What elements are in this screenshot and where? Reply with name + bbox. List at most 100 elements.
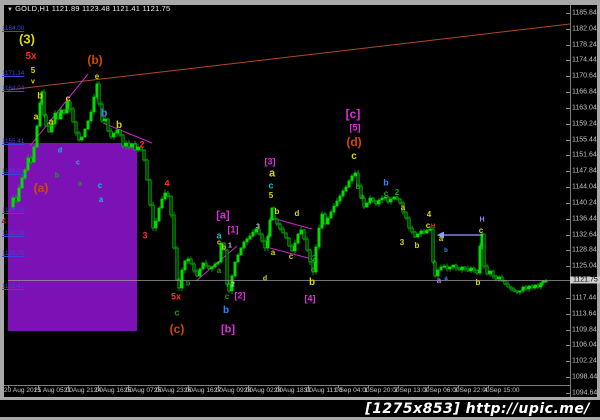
candle-body — [509, 286, 513, 290]
wave-label: c — [76, 159, 80, 167]
time-tick-mark — [188, 385, 189, 388]
candle-body — [407, 217, 411, 229]
wave-label: 2 — [139, 139, 145, 150]
candle-body — [198, 268, 202, 277]
wave-label: a — [438, 234, 444, 243]
candle-body — [350, 175, 354, 182]
time-tick-label: 1 Sep 04:00 — [334, 387, 370, 394]
wave-label: 5 — [30, 66, 36, 75]
wave-price-tag: 1140.02 — [2, 207, 25, 214]
wave-label: [a] — [216, 209, 230, 222]
wave-label: a — [98, 195, 104, 204]
wave-label: c — [478, 226, 484, 235]
candle-body — [38, 102, 42, 127]
candle-body — [494, 275, 498, 280]
candle-body — [42, 91, 46, 116]
candle-body — [457, 267, 461, 271]
price-tick-mark — [566, 92, 570, 93]
red-trendline[interactable] — [7, 23, 571, 91]
window-border-left — [0, 0, 4, 400]
candle-body — [260, 233, 264, 242]
candle-body — [287, 237, 291, 247]
time-tick-label: 28 Aug 02:00 — [244, 387, 283, 394]
chart-title-bar: ▼ GOLD,H1 1121.89 1123.48 1121.41 1121.75 — [7, 4, 170, 13]
candle-body — [515, 290, 519, 293]
candle-body — [163, 192, 167, 200]
candle-body — [383, 196, 387, 199]
wave-label: H — [430, 224, 436, 230]
candle-body — [488, 270, 492, 275]
candle-body — [451, 264, 455, 268]
time-tick-label: 26 Aug 16:00 — [184, 387, 223, 394]
price-tick-mark — [566, 124, 570, 125]
wave-label: a — [33, 111, 39, 122]
price-tick-mark — [566, 187, 570, 188]
candle-body — [257, 228, 261, 235]
candle-body — [186, 258, 190, 262]
candle-body — [317, 227, 321, 248]
candle-body — [503, 280, 507, 285]
price-tick-label: 1155.44 — [572, 136, 597, 144]
candle-body — [26, 157, 30, 171]
candle-body — [422, 230, 426, 234]
wave-label: 1 — [228, 242, 232, 250]
price-tick-mark — [566, 108, 570, 109]
candle-body — [454, 264, 458, 269]
wave-label: c — [288, 252, 294, 261]
wave-label: c — [65, 93, 71, 104]
candle-body — [216, 261, 220, 265]
candle-body — [272, 207, 276, 220]
time-tick-mark — [458, 385, 459, 388]
wave-price-tag: 1148.01 — [2, 168, 25, 175]
candle-body — [169, 195, 173, 216]
time-tick-mark — [338, 385, 339, 388]
candle-body — [433, 261, 437, 277]
time-tick-mark — [278, 385, 279, 388]
candle-body — [524, 286, 528, 290]
price-tick-label: 1136.44 — [572, 215, 597, 223]
candle-body — [368, 197, 372, 204]
candle-body — [97, 83, 101, 105]
wave-label: 5 — [268, 191, 274, 200]
candle-body — [266, 235, 270, 249]
candle-body — [395, 196, 399, 200]
candle-body — [460, 266, 464, 271]
candle-body — [299, 229, 303, 235]
wave-label: e — [310, 265, 316, 274]
candle-body — [133, 143, 137, 151]
candle-body — [311, 261, 315, 273]
wave-price-tag: 1118.41 — [2, 283, 24, 290]
wave-label: d — [294, 209, 300, 218]
price-axis-line — [570, 5, 571, 397]
wave-label: (3) — [19, 31, 35, 47]
candle-body — [210, 266, 214, 270]
price-tick-label: 1132.64 — [572, 231, 597, 239]
wave-label: c — [268, 180, 274, 191]
wave-label: 5x — [25, 51, 37, 62]
candle-body — [278, 223, 282, 230]
price-tick-mark — [566, 330, 570, 331]
magenta-trendline[interactable] — [271, 217, 313, 230]
price-tick-mark — [566, 203, 570, 204]
magenta-trendline[interactable] — [102, 122, 153, 144]
arrow-head-icon — [437, 231, 444, 239]
dropdown-arrow-icon[interactable]: ▼ — [7, 7, 14, 13]
time-tick-mark — [98, 385, 99, 388]
candle-body — [103, 118, 107, 122]
candle-body — [478, 245, 482, 274]
candle-body — [290, 245, 294, 252]
candle-body — [14, 197, 18, 202]
current-price-badge: 1121.75 — [570, 276, 600, 284]
magenta-trendline[interactable] — [29, 73, 89, 147]
candle-body — [320, 213, 324, 229]
candle-body — [233, 261, 237, 277]
price-tick-label: 1140.24 — [572, 199, 597, 207]
wave-label: c — [383, 189, 389, 198]
magenta-trendline[interactable] — [269, 247, 313, 260]
wave-label: b — [444, 248, 448, 254]
candle-body — [160, 198, 164, 209]
candle-body — [89, 111, 93, 122]
candle-body — [77, 132, 81, 141]
candle-body — [230, 275, 234, 292]
